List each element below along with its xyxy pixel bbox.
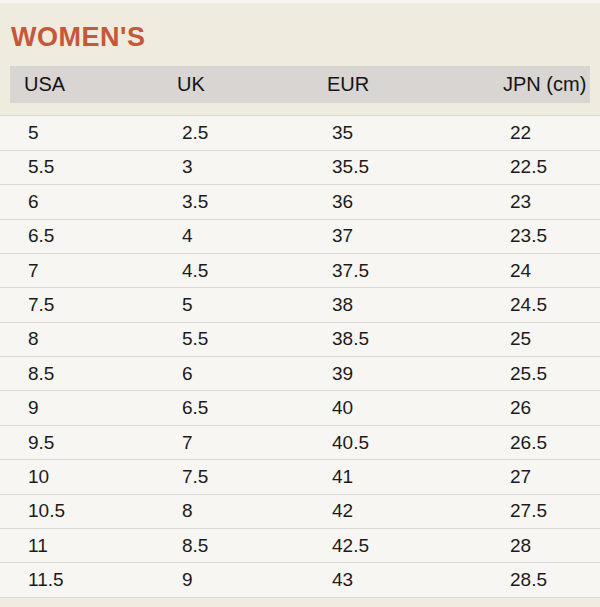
column-header-eur: EUR — [313, 73, 489, 96]
table-cell: 28.5 — [496, 569, 600, 591]
table-cell: 3 — [168, 156, 318, 178]
table-cell: 43 — [318, 569, 496, 591]
table-cell: 35 — [318, 122, 496, 144]
column-header-jpn: JPN (cm) — [489, 73, 590, 96]
table-row: 74.537.524 — [0, 254, 600, 288]
table-row: 118.542.528 — [0, 529, 600, 563]
table-cell: 5.5 — [168, 328, 318, 350]
table-cell: 38 — [318, 294, 496, 316]
table-cell: 41 — [318, 466, 496, 488]
table-cell: 22.5 — [496, 156, 600, 178]
table-row: 11.594328.5 — [0, 563, 600, 597]
table-cell: 27 — [496, 466, 600, 488]
table-row: 6.543723.5 — [0, 220, 600, 254]
table-cell: 6.5 — [168, 397, 318, 419]
table-cell: 8.5 — [168, 535, 318, 557]
column-header-usa: USA — [10, 73, 163, 96]
table-cell: 27.5 — [496, 500, 600, 522]
table-row: 107.54127 — [0, 460, 600, 494]
table-cell: 10.5 — [0, 500, 168, 522]
table-cell: 37.5 — [318, 260, 496, 282]
table-cell: 5 — [0, 122, 168, 144]
table-cell: 4.5 — [168, 260, 318, 282]
table-cell: 8 — [168, 500, 318, 522]
table-cell: 11 — [0, 535, 168, 557]
table-cell: 42.5 — [318, 535, 496, 557]
table-cell: 5 — [168, 294, 318, 316]
table-cell: 24 — [496, 260, 600, 282]
table-cell: 6 — [168, 363, 318, 385]
page-title: WOMEN'S — [11, 23, 600, 51]
table-cell: 39 — [318, 363, 496, 385]
table-cell: 8 — [0, 328, 168, 350]
table-cell: 26 — [496, 397, 600, 419]
table-cell: 3.5 — [168, 191, 318, 213]
table-row: 63.53623 — [0, 185, 600, 219]
table-cell: 9 — [168, 569, 318, 591]
table-cell: 8.5 — [0, 363, 168, 385]
table-row: 7.553824.5 — [0, 288, 600, 322]
table-cell: 40.5 — [318, 432, 496, 454]
table-row: 5.5335.522.5 — [0, 151, 600, 185]
table-cell: 23 — [496, 191, 600, 213]
table-row: 10.584227.5 — [0, 495, 600, 529]
table-cell: 25 — [496, 328, 600, 350]
table-cell: 6.5 — [0, 225, 168, 247]
table-row: 52.53522 — [0, 116, 600, 150]
table-cell: 42 — [318, 500, 496, 522]
table-cell: 11.5 — [0, 569, 168, 591]
table-cell: 10 — [0, 466, 168, 488]
table-cell: 23.5 — [496, 225, 600, 247]
table-row: 85.538.525 — [0, 323, 600, 357]
table-cell: 5.5 — [0, 156, 168, 178]
table-cell: 6 — [0, 191, 168, 213]
table-cell: 9.5 — [0, 432, 168, 454]
table-row: 9.5740.526.5 — [0, 426, 600, 460]
table-cell: 28 — [496, 535, 600, 557]
table-cell: 40 — [318, 397, 496, 419]
column-header-uk: UK — [163, 73, 313, 96]
table-cell: 4 — [168, 225, 318, 247]
table-cell: 25.5 — [496, 363, 600, 385]
table-cell: 2.5 — [168, 122, 318, 144]
table-cell: 7.5 — [0, 294, 168, 316]
table-cell: 26.5 — [496, 432, 600, 454]
table-cell: 7 — [168, 432, 318, 454]
table-body: 52.535225.5335.522.563.536236.543723.574… — [0, 115, 600, 597]
table-cell: 7 — [0, 260, 168, 282]
table-cell: 38.5 — [318, 328, 496, 350]
table-cell: 9 — [0, 397, 168, 419]
size-conversion-table: USA UK EUR JPN (cm) 52.535225.5335.522.5… — [0, 66, 600, 597]
table-cell: 36 — [318, 191, 496, 213]
table-cell: 7.5 — [168, 466, 318, 488]
table-cell: 24.5 — [496, 294, 600, 316]
table-cell: 35.5 — [318, 156, 496, 178]
table-row: 96.54026 — [0, 391, 600, 425]
table-row: 8.563925.5 — [0, 357, 600, 391]
table-cell: 22 — [496, 122, 600, 144]
page-top-edge — [0, 0, 600, 3]
table-cell: 37 — [318, 225, 496, 247]
table-header-row: USA UK EUR JPN (cm) — [10, 66, 590, 103]
